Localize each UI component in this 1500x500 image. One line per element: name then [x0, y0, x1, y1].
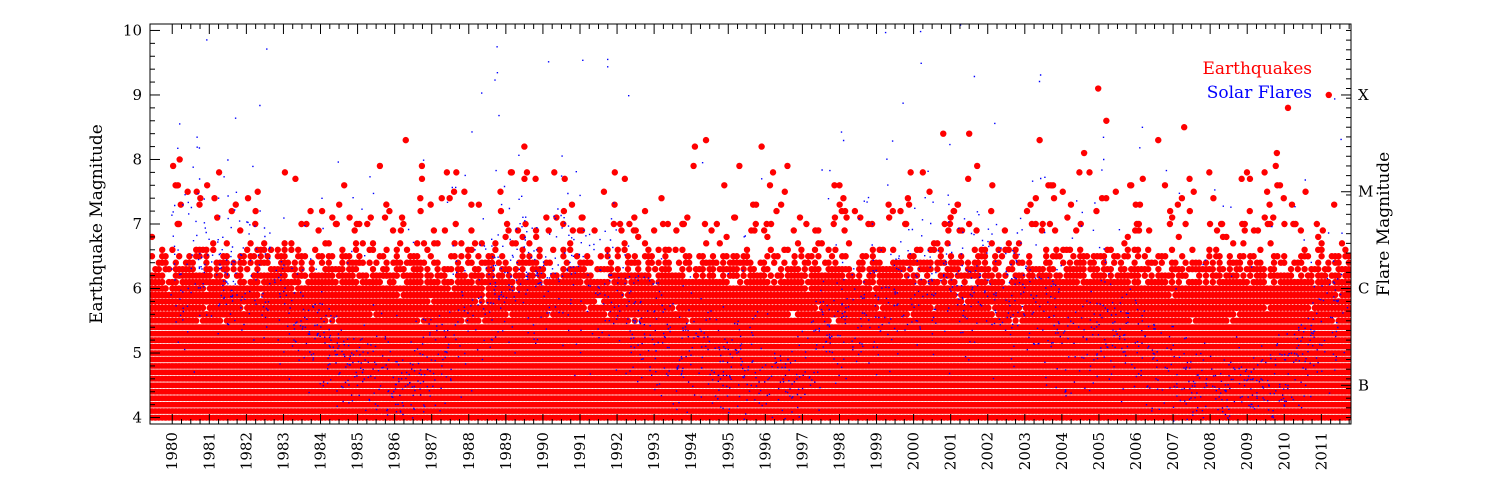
x-tick-label-31: 2011	[1312, 432, 1330, 470]
y-right-tick-label-2: M	[1358, 183, 1373, 201]
x-tick-label-26: 2006	[1127, 432, 1145, 470]
earthquake-marker-14	[1273, 149, 1281, 157]
x-tick-label-25: 2005	[1090, 432, 1108, 470]
earthquake-marker-4	[702, 136, 710, 144]
earthquake-marker-0	[176, 156, 183, 163]
axes-layer: 4 5 6 7 8 9 10 B C M X 1980 1981 1982 1983 1984 1985 1986…	[123, 21, 1373, 470]
x-tick-label-4: 1984	[312, 432, 330, 470]
x-tick-label-20: 2000	[905, 432, 923, 470]
x-tick-label-27: 2007	[1164, 432, 1182, 470]
x-tick-label-19: 1999	[868, 432, 886, 470]
y-left-tick-label-3: 7	[132, 215, 142, 233]
data-layer	[150, 24, 1351, 422]
earthquake-marker-3	[691, 143, 699, 150]
x-tick-label-8: 1988	[460, 432, 478, 470]
x-tick-label-13: 1993	[645, 432, 663, 470]
earthquake-marker-7	[966, 130, 973, 137]
x-tick-label-14: 1994	[682, 432, 700, 470]
x-tick-label-29: 2009	[1238, 432, 1256, 470]
x-tick-label-17: 1997	[793, 432, 811, 470]
earthquake-marker-1	[402, 136, 409, 144]
x-tick-label-6: 1986	[386, 432, 404, 470]
y-axis-left-title: Earthquake Magnitude	[87, 124, 107, 324]
x-tick-label-9: 1989	[497, 432, 515, 470]
y-left-tick-label-5: 9	[132, 86, 142, 104]
earthquake-marker-16	[1325, 91, 1332, 99]
legend-earthquakes: Earthquakes	[1202, 59, 1312, 79]
x-tick-label-16: 1996	[756, 432, 774, 470]
earthquake-marker-10	[1094, 85, 1102, 92]
earthquake-marker-12	[1155, 136, 1162, 144]
earthquake-marker-2	[521, 143, 528, 150]
x-tick-label-18: 1998	[830, 432, 848, 470]
earthquake-marker-9	[1080, 149, 1088, 157]
earthquake-marker-6	[940, 130, 947, 137]
y-left-tick-label-1: 5	[132, 344, 142, 362]
x-tick-label-12: 1992	[608, 432, 626, 470]
x-tick-label-0: 1980	[163, 432, 181, 470]
legend-solar-flares: Solar Flares	[1207, 83, 1312, 103]
x-tick-label-5: 1985	[349, 432, 367, 470]
x-tick-label-30: 2010	[1275, 432, 1293, 470]
earthquake-marker-8	[1036, 136, 1043, 144]
y-right-tick-label-1: C	[1358, 280, 1369, 298]
x-tick-label-23: 2003	[1016, 432, 1034, 470]
x-tick-label-22: 2002	[979, 432, 997, 470]
x-tick-label-28: 2008	[1201, 432, 1219, 470]
x-tick-label-1: 1981	[200, 432, 218, 470]
x-tick-label-10: 1990	[534, 432, 552, 470]
x-tick-label-2: 1982	[237, 432, 255, 470]
earthquake-marker-13	[1180, 124, 1188, 131]
earthquake-marker-5	[758, 143, 765, 150]
x-tick-label-21: 2001	[942, 432, 960, 470]
earthquake-marker-15	[1284, 104, 1292, 112]
y-axis-right-title: Flare Magnitude	[1374, 152, 1394, 297]
y-right-tick-label-0: B	[1358, 376, 1369, 394]
y-right-tick-label-3: X	[1358, 86, 1369, 104]
earthquake-markers-sparse	[169, 162, 1338, 234]
y-left-tick-label-0: 4	[132, 409, 142, 427]
x-tick-label-24: 2004	[1053, 432, 1071, 470]
x-tick-label-7: 1987	[423, 432, 441, 470]
y-left-tick-label-4: 8	[132, 150, 142, 168]
earthquake-marker-11	[1103, 117, 1110, 124]
y-left-tick-label-6: 10	[123, 21, 142, 39]
y-left-tick-label-2: 6	[132, 280, 142, 298]
x-tick-label-11: 1991	[571, 432, 589, 470]
x-tick-label-15: 1995	[719, 432, 737, 470]
x-tick-label-3: 1983	[274, 432, 292, 470]
